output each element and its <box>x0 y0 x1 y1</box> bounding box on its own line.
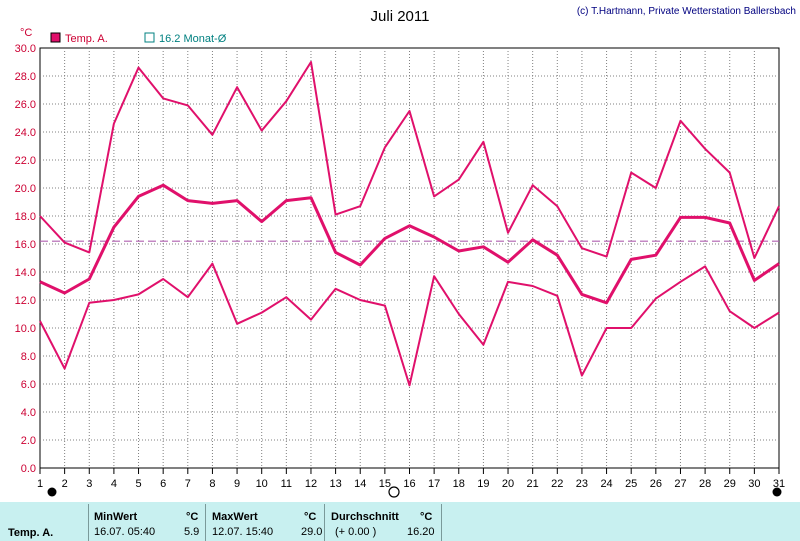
stats-min-value: 5.9 <box>184 526 200 538</box>
stats-avg-delta: (+ 0.00 ) <box>335 526 377 538</box>
legend-series-label: Temp. A. <box>65 33 108 45</box>
full-moon-icon <box>388 486 400 498</box>
divider <box>205 504 206 541</box>
x-tick-label: 24 <box>600 478 612 490</box>
x-tick-label: 7 <box>185 478 191 490</box>
stats-avg-unit: °C <box>420 511 433 523</box>
x-tick-label: 27 <box>674 478 686 490</box>
stats-row-label: Temp. A. <box>8 527 54 539</box>
x-tick-label: 31 <box>773 478 785 490</box>
stats-avg-value: 16.20 <box>407 526 435 538</box>
stats-max-unit: °C <box>304 511 317 523</box>
chart-grid <box>39 47 780 469</box>
x-tick-label: 14 <box>354 478 366 490</box>
y-tick-label: 20.0 <box>15 183 36 195</box>
y-tick-label: 16.0 <box>15 239 36 251</box>
stats-max-value: 29.0 <box>301 526 323 538</box>
x-tick-label: 4 <box>111 478 117 490</box>
legend-average-swatch <box>144 32 155 43</box>
stats-row-label-cell: Temp. A. <box>0 502 88 541</box>
stats-min-cell: MinWert °C 16.07. 05:40 5.9 <box>89 502 205 541</box>
x-tick-label: 21 <box>527 478 539 490</box>
x-tick-label: 28 <box>699 478 711 490</box>
x-tick-label: 15 <box>379 478 391 490</box>
temperature-chart: Juli 2011 (c) T.Hartmann, Private Wetter… <box>15 6 796 498</box>
stats-min-date: 16.07. 05:40 <box>94 526 156 538</box>
divider <box>88 504 89 541</box>
x-tick-label: 13 <box>329 478 341 490</box>
x-tick-label: 25 <box>625 478 637 490</box>
divider <box>441 504 442 541</box>
x-tick-label: 5 <box>135 478 141 490</box>
x-axis-ticks: 1 2 3 4 5 6 7 8 9 10 11 12 13 14 15 16 17 18 19 20 21 22 23 24 2… <box>37 467 785 490</box>
x-tick-label: 11 <box>281 478 292 490</box>
x-tick-label: 19 <box>477 478 489 490</box>
y-tick-label: 22.0 <box>15 155 36 167</box>
y-tick-label: 4.0 <box>21 407 36 419</box>
legend-series-swatch <box>50 32 61 43</box>
statistics-bar: Temp. A. MinWert °C 16.07. 05:40 5.9 Max… <box>0 502 800 541</box>
new-moon-icon <box>47 487 57 497</box>
series-line-temp-a <box>39 183 780 305</box>
x-tick-label: 22 <box>551 478 563 490</box>
legend-average-label: 16.2 Monat-Ø <box>159 33 227 45</box>
credit-text: (c) T.Hartmann, Private Wetterstation Ba… <box>577 6 796 17</box>
stats-avg-label: Durchschnitt <box>331 511 399 523</box>
new-moon-icon-end <box>772 487 782 497</box>
y-tick-label: 14.0 <box>15 267 36 279</box>
x-tick-label: 29 <box>724 478 736 490</box>
y-tick-label: 30.0 <box>15 43 36 55</box>
x-tick-label: 20 <box>502 478 514 490</box>
y-tick-label: 0.0 <box>21 463 36 475</box>
stats-min-label: MinWert <box>94 511 138 523</box>
y-tick-label: 26.0 <box>15 99 36 111</box>
x-tick-label: 8 <box>209 478 215 490</box>
x-tick-label: 18 <box>453 478 465 490</box>
x-tick-label: 1 <box>37 478 43 490</box>
y-tick-label: 24.0 <box>15 127 36 139</box>
moon-phase-markers <box>47 486 782 498</box>
legend: Temp. A. 16.2 Monat-Ø <box>50 32 227 45</box>
y-tick-label: 28.0 <box>15 71 36 83</box>
stats-max-label: MaxWert <box>212 511 258 523</box>
x-tick-label: 2 <box>62 478 68 490</box>
y-axis-unit: °C <box>20 27 32 39</box>
stats-max-date: 12.07. 15:40 <box>212 526 274 538</box>
stats-max-cell: MaxWert °C 12.07. 15:40 29.0 <box>206 502 324 541</box>
series-lines <box>39 61 780 387</box>
chart-title: Juli 2011 <box>371 8 430 25</box>
y-tick-label: 10.0 <box>15 323 36 335</box>
x-tick-label: 30 <box>748 478 760 490</box>
y-axis-ticks: 0.0 2.0 4.0 6.0 8.0 10.0 12.0 14.0 16.0 18.0 20.0 2… <box>15 43 36 475</box>
y-tick-label: 18.0 <box>15 211 36 223</box>
x-tick-label: 3 <box>86 478 92 490</box>
x-tick-label: 16 <box>403 478 415 490</box>
y-tick-label: 6.0 <box>21 379 36 391</box>
x-tick-label: 6 <box>160 478 166 490</box>
series-line-min <box>39 262 780 387</box>
x-tick-label: 23 <box>576 478 588 490</box>
y-tick-label: 12.0 <box>15 295 36 307</box>
x-tick-label: 10 <box>256 478 268 490</box>
x-tick-label: 17 <box>428 478 440 490</box>
series-line-max <box>39 61 780 259</box>
x-tick-label: 12 <box>305 478 317 490</box>
x-tick-label: 9 <box>234 478 240 490</box>
y-tick-label: 8.0 <box>21 351 36 363</box>
divider <box>324 504 325 541</box>
x-tick-label: 26 <box>650 478 662 490</box>
stats-min-unit: °C <box>186 511 199 523</box>
stats-avg-cell: Durchschnitt °C (+ 0.00 ) 16.20 <box>325 502 441 541</box>
y-tick-label: 2.0 <box>21 435 36 447</box>
